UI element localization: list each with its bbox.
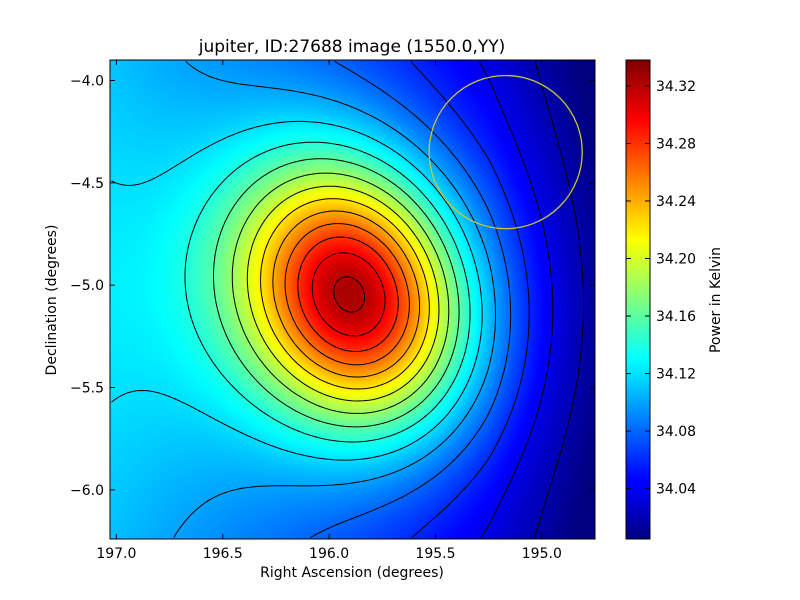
x-tick-label: 196.0 [309, 546, 349, 562]
colorbar-tick-label: 34.24 [656, 194, 696, 210]
colorbar-tick-label: 34.04 [656, 482, 696, 498]
colorbar-tick-label: 34.12 [656, 367, 696, 383]
x-tick-label: 196.5 [203, 546, 243, 562]
x-tick-label: 195.0 [522, 546, 562, 562]
y-tick-label: −6.0 [70, 483, 104, 499]
x-axis-label: Right Ascension (degrees) [260, 565, 444, 581]
plot-area [110, 60, 595, 539]
contour-line [173, 61, 496, 538]
contour-line [231, 172, 450, 414]
colorbar-tick-label: 34.32 [656, 79, 696, 95]
heatmap-image [110, 60, 595, 539]
x-tick-label: 195.5 [415, 546, 455, 562]
contour-line [213, 158, 460, 428]
contour-line [111, 120, 483, 461]
contour-line [410, 61, 530, 538]
contour-line [534, 61, 585, 538]
colorbar-tick-label: 34.20 [656, 252, 696, 268]
colorbar-tick-label: 34.16 [656, 309, 696, 325]
y-axis-label: Declination (degrees) [44, 225, 60, 376]
contour-line [310, 61, 512, 538]
beam-circle [428, 74, 583, 230]
contour-line [297, 236, 399, 352]
contour-line [246, 185, 440, 402]
contour-lines [111, 61, 585, 538]
colorbar-tick-label: 34.08 [656, 424, 696, 440]
colorbar-label: Power in Kelvin [708, 247, 724, 353]
y-tick-label: −4.5 [70, 176, 104, 192]
colorbar-tick-label: 34.28 [656, 136, 696, 152]
contour-line [184, 141, 471, 443]
contour-line [333, 276, 366, 313]
colorbar: 34.04 34.08 34.12 34.16 34.20 34.24 34.28 34.32… [625, 59, 724, 540]
colorbar-gradient [625, 59, 651, 540]
chart-title: jupiter, ID:27688 image (1550.0,YY) [198, 37, 506, 57]
contour-line [284, 223, 410, 366]
y-tick-label: −5.5 [70, 381, 104, 397]
y-tick-label: −5.0 [70, 278, 104, 294]
y-tick-label: −4.0 [70, 73, 104, 89]
contour-line [272, 210, 420, 378]
x-tick-label: 197.0 [96, 546, 136, 562]
colorbar-ticks: 34.04 34.08 34.12 34.16 34.20 34.24 34.28 34.32 [626, 79, 696, 498]
y-axis: −4.0 −4.5 −5.0 −5.5 −6.0 [70, 73, 595, 499]
plot-frame [109, 59, 596, 540]
x-axis: 197.0 196.5 196.0 195.5 195.0 [96, 60, 562, 562]
contour-line [478, 61, 554, 538]
contour-line [260, 198, 430, 390]
contour-line [311, 252, 386, 337]
